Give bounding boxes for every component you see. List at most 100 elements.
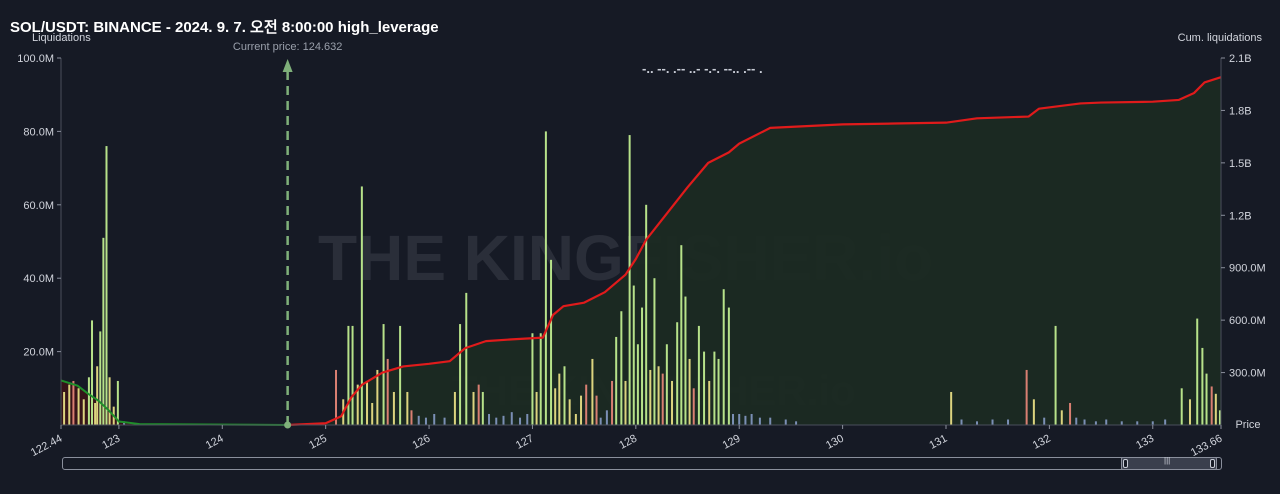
range-handle-left[interactable] <box>1123 459 1128 468</box>
liquidation-bar[interactable] <box>82 399 85 425</box>
liquidation-bar[interactable] <box>692 388 695 425</box>
liquidation-bar[interactable] <box>386 358 389 425</box>
liquidation-bar[interactable] <box>472 391 475 425</box>
liquidation-bar[interactable] <box>574 413 577 425</box>
liquidation-bar[interactable] <box>1218 410 1221 425</box>
range-scrollbar[interactable]: ||| <box>62 457 1222 470</box>
liquidation-bar[interactable] <box>335 369 338 425</box>
liquidation-bar[interactable] <box>732 413 735 425</box>
liquidation-bar[interactable] <box>531 333 534 425</box>
liquidation-bar[interactable] <box>356 384 359 425</box>
liquidation-bar[interactable] <box>535 391 538 425</box>
liquidation-bar[interactable] <box>1136 421 1139 425</box>
liquidation-bar[interactable] <box>671 380 674 425</box>
liquidation-bar[interactable] <box>585 384 588 425</box>
liquidation-bar[interactable] <box>738 413 741 425</box>
liquidation-bar[interactable] <box>102 237 105 425</box>
liquidation-bar[interactable] <box>620 311 623 425</box>
liquidation-bar[interactable] <box>539 333 542 425</box>
liquidation-bar[interactable] <box>360 186 363 425</box>
liquidation-bar[interactable] <box>703 351 706 425</box>
liquidation-bar[interactable] <box>376 369 379 425</box>
liquidation-bar[interactable] <box>563 366 566 425</box>
liquidation-bar[interactable] <box>558 373 561 425</box>
liquidation-bar[interactable] <box>1196 318 1199 425</box>
liquidation-bar[interactable] <box>99 331 102 425</box>
liquidation-bar[interactable] <box>649 369 652 425</box>
liquidation-bar[interactable] <box>382 324 385 425</box>
liquidation-bar[interactable] <box>481 391 484 425</box>
liquidation-bar[interactable] <box>1105 419 1108 425</box>
liquidation-bar[interactable] <box>641 307 644 425</box>
liquidation-bar[interactable] <box>1214 393 1217 425</box>
liquidation-bar[interactable] <box>1075 417 1078 425</box>
liquidation-bar[interactable] <box>1151 421 1154 425</box>
liquidation-bar[interactable] <box>769 417 772 425</box>
liquidation-bar[interactable] <box>727 307 730 425</box>
liquidation-bar[interactable] <box>526 413 529 425</box>
liquidation-bar[interactable] <box>632 285 635 425</box>
liquidation-bar[interactable] <box>599 417 602 425</box>
liquidation-bar[interactable] <box>684 296 687 425</box>
liquidation-bar[interactable] <box>550 259 553 425</box>
liquidation-bar[interactable] <box>406 391 409 425</box>
liquidation-bar[interactable] <box>605 410 608 425</box>
liquidation-bar[interactable] <box>676 322 679 425</box>
liquidation-bar[interactable] <box>1164 419 1167 425</box>
liquidation-bar[interactable] <box>424 417 427 425</box>
liquidation-bar[interactable] <box>392 391 395 425</box>
liquidation-bar[interactable] <box>950 391 953 425</box>
liquidation-bar[interactable] <box>399 325 402 425</box>
liquidation-bar[interactable] <box>680 245 683 425</box>
liquidation-bar[interactable] <box>1094 421 1097 425</box>
liquidation-bar[interactable] <box>1180 388 1183 425</box>
liquidation-bar[interactable] <box>87 377 90 425</box>
liquidation-bar[interactable] <box>410 410 413 425</box>
liquidation-bar[interactable] <box>595 395 598 425</box>
liquidation-bar[interactable] <box>544 131 547 425</box>
liquidation-bar[interactable] <box>1069 402 1072 425</box>
liquidation-bar[interactable] <box>488 413 491 425</box>
liquidation-bar[interactable] <box>72 380 75 425</box>
liquidation-bar[interactable] <box>443 417 446 425</box>
liquidation-bar[interactable] <box>568 399 571 425</box>
liquidation-bar[interactable] <box>645 204 648 425</box>
liquidation-bar[interactable] <box>1201 347 1204 425</box>
liquidation-bar[interactable] <box>77 388 80 425</box>
liquidation-bar[interactable] <box>108 377 111 425</box>
range-handle-right[interactable] <box>1210 459 1215 468</box>
liquidation-bar[interactable] <box>554 388 557 425</box>
liquidation-bar[interactable] <box>94 402 97 425</box>
liquidation-bar[interactable] <box>96 366 99 425</box>
liquidation-bar[interactable] <box>688 358 691 425</box>
liquidation-bar[interactable] <box>758 417 761 425</box>
liquidation-bar[interactable] <box>63 391 66 425</box>
liquidation-bar[interactable] <box>477 384 480 425</box>
liquidation-bar[interactable] <box>722 289 725 425</box>
liquidation-bar[interactable] <box>636 344 639 425</box>
liquidation-bar[interactable] <box>519 417 522 425</box>
liquidation-bar[interactable] <box>708 380 711 425</box>
liquidation-bar[interactable] <box>591 358 594 425</box>
liquidation-bar[interactable] <box>991 419 994 425</box>
liquidation-bar[interactable] <box>116 380 119 425</box>
liquidation-bar[interactable] <box>465 292 468 425</box>
cum-liquidations-line[interactable] <box>287 76 1222 427</box>
liquidation-bar[interactable] <box>1060 410 1063 425</box>
liquidation-bar[interactable] <box>1188 399 1191 425</box>
liquidation-bar[interactable] <box>459 324 462 425</box>
liquidation-bar[interactable] <box>717 358 720 425</box>
liquidation-bar[interactable] <box>91 320 94 425</box>
liquidation-bar[interactable] <box>1054 325 1057 425</box>
liquidation-bar[interactable] <box>1025 369 1028 425</box>
liquidation-bar[interactable] <box>976 421 979 425</box>
liquidation-bar[interactable] <box>366 380 369 425</box>
liquidation-bar[interactable] <box>628 135 631 425</box>
liquidation-bar[interactable] <box>1032 399 1035 425</box>
liquidation-bar[interactable] <box>784 419 787 425</box>
liquidation-bar[interactable] <box>351 325 354 425</box>
liquidation-bar[interactable] <box>744 415 747 425</box>
liquidation-bar[interactable] <box>580 395 583 425</box>
liquidation-bar[interactable] <box>713 351 716 425</box>
